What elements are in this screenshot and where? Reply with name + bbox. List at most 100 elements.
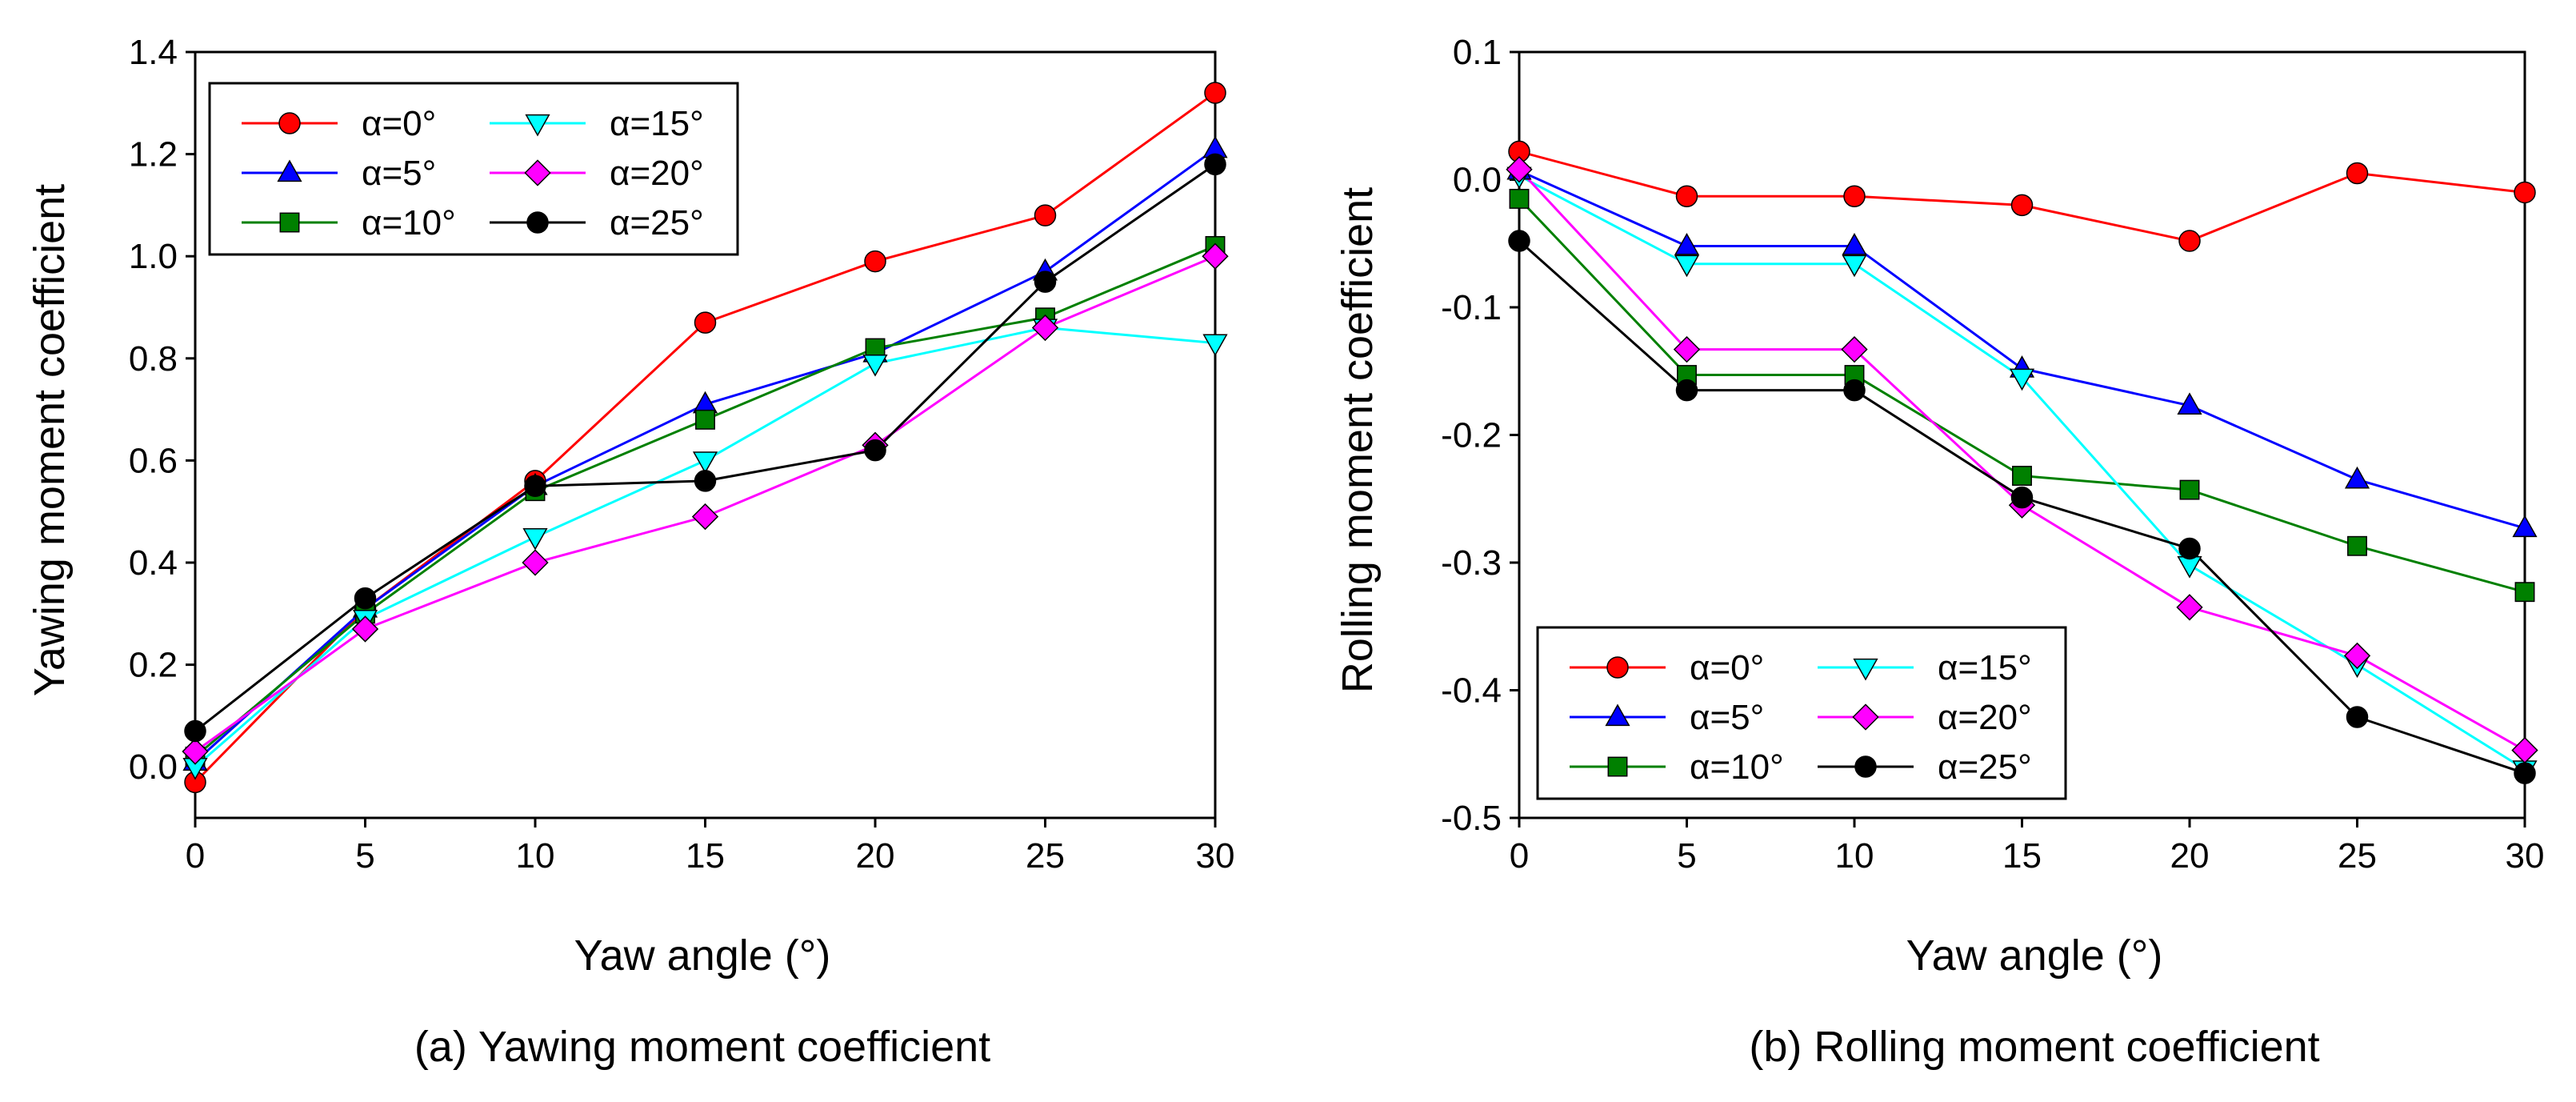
data-point <box>522 549 549 576</box>
x-tick-label: 5 <box>1677 836 1696 876</box>
legend-marker <box>1607 756 1628 777</box>
data-point <box>524 475 546 498</box>
x-axis-label-yawing: Yaw angle (°) <box>574 932 831 980</box>
legend-marker <box>278 112 301 134</box>
data-point <box>2512 515 2538 538</box>
data-point <box>522 527 548 551</box>
data-point <box>1675 379 1698 402</box>
x-tick-label: 10 <box>516 836 555 876</box>
x-tick-label: 25 <box>1026 836 1065 876</box>
legend-label: α=5° <box>1690 698 1764 737</box>
y-tick-label: -0.3 <box>1441 543 1502 583</box>
data-point <box>1842 232 1867 255</box>
data-point <box>2343 642 2371 670</box>
data-point <box>2012 466 2032 486</box>
caption-rolling: (b) Rolling moment coefficient <box>1749 1023 2319 1071</box>
y-tick-label: 0.6 <box>129 441 178 480</box>
legend-label: α=15° <box>610 104 704 143</box>
x-tick-label: 30 <box>2506 836 2545 876</box>
legend-marker <box>1605 703 1630 727</box>
y-tick-label: 0.8 <box>129 339 178 379</box>
data-point <box>1031 314 1059 342</box>
data-point <box>1509 188 1530 209</box>
x-tick-label: 10 <box>1835 836 1874 876</box>
y-tick-label: 0.1 <box>1453 33 1502 72</box>
x-tick-label: 25 <box>2338 836 2377 876</box>
legend-label: α=5° <box>362 154 436 193</box>
data-point <box>1508 230 1530 252</box>
chart-panel-yawing: 0 5 10 15 20 25 30 0.0 0.2 0.4 0.6 0.8 1.0 1.2 1.4 Ya… <box>26 33 1234 1071</box>
x-tick-label: 15 <box>2002 836 2042 876</box>
legend-label: α=25° <box>610 203 704 242</box>
axes-yawing <box>186 50 1217 828</box>
x-tick-label: 0 <box>1510 836 1529 876</box>
data-point <box>2346 162 2369 185</box>
data-point <box>2010 194 2034 217</box>
y-tick-label: 0.0 <box>1453 161 1502 200</box>
data-point <box>2179 479 2200 500</box>
data-point <box>1841 335 1868 363</box>
data-point <box>864 439 886 462</box>
data-point <box>1202 334 1228 357</box>
data-point <box>2514 762 2536 784</box>
legend-label: α=15° <box>1938 648 2032 687</box>
y-tick-label: 0.4 <box>129 543 178 583</box>
y-axis-label-rolling: Rolling moment coefficient <box>1334 187 1382 693</box>
legend-marker <box>1854 755 1877 778</box>
data-point <box>1673 335 1701 363</box>
legend-marker <box>277 159 302 182</box>
y-axis-label-yawing: Yawing moment coefficient <box>26 184 74 696</box>
x-axis-label-rolling: Yaw angle (°) <box>1906 932 2163 980</box>
x-tick-label: 20 <box>856 836 895 876</box>
legend-label: α=20° <box>610 154 704 193</box>
data-point <box>692 451 718 474</box>
data-point <box>1202 242 1229 270</box>
data-point <box>1034 204 1057 226</box>
data-point <box>2347 535 2367 556</box>
legend-label: α=0° <box>1690 648 1764 687</box>
data-point <box>1204 153 1226 176</box>
legend-marker <box>525 114 550 137</box>
data-point <box>182 738 209 765</box>
data-point <box>184 719 206 743</box>
data-point <box>2178 230 2201 252</box>
y-tick-label: 1.0 <box>129 237 178 276</box>
series-markers-rolling <box>1506 140 2538 784</box>
legend-label: α=20° <box>1938 698 2032 737</box>
y-tick-label: 1.4 <box>129 33 178 72</box>
data-point <box>2178 537 2201 560</box>
legend-label: α=25° <box>1938 747 2032 787</box>
data-point <box>2009 368 2035 391</box>
x-tick-label: 0 <box>186 836 205 876</box>
legend-marker <box>1852 703 1879 731</box>
y-tick-label: 1.2 <box>129 135 178 174</box>
data-point <box>2346 706 2369 728</box>
y-tick-label: 0.2 <box>129 646 178 685</box>
x-tick-label: 20 <box>2170 836 2210 876</box>
series-markers-yawing <box>182 82 1229 794</box>
y-tick-label: -0.5 <box>1441 799 1502 838</box>
data-point <box>351 615 379 643</box>
data-point <box>694 311 717 334</box>
legend-marker <box>279 212 300 233</box>
y-tick-labels-yawing: 0.0 0.2 0.4 0.6 0.8 1.0 1.2 1.4 <box>129 33 178 787</box>
data-point <box>691 503 719 531</box>
legend-marker <box>526 211 549 234</box>
x-tick-label: 5 <box>355 836 374 876</box>
caption-yawing: (a) Yawing moment coefficient <box>414 1023 990 1071</box>
x-tick-labels-rolling: 0 5 10 15 20 25 30 <box>1510 836 2545 876</box>
data-point <box>2344 466 2370 489</box>
legend-marker <box>1606 656 1629 679</box>
data-point <box>1843 185 1866 207</box>
data-point <box>864 250 886 273</box>
legend-label: α=10° <box>362 203 456 242</box>
data-point <box>2176 594 2203 621</box>
data-point <box>695 409 715 430</box>
data-point <box>1034 270 1057 293</box>
y-tick-label: 0.0 <box>129 747 178 787</box>
chart-panel-rolling: 0 5 10 15 20 25 30 -0.5-0.4-0.3-0.2-0.10.00.1 … <box>1334 33 2544 1071</box>
x-tick-label: 15 <box>686 836 725 876</box>
data-point <box>1674 254 1700 278</box>
x-tick-label: 30 <box>1196 836 1235 876</box>
